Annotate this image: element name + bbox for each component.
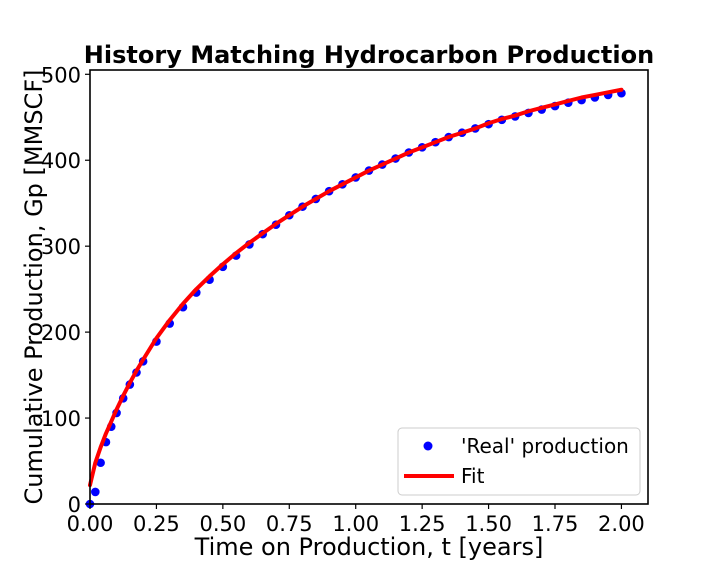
y-axis-label: Cumulative Production, Gp [MMSCF] bbox=[20, 70, 48, 505]
y-tick-label: 400 bbox=[41, 149, 81, 173]
x-axis: 0.00 0.25 0.50 0.75 1.00 1.25 1.50 1.75 2.00 bbox=[67, 504, 645, 536]
x-tick-label: 1.75 bbox=[532, 512, 579, 536]
legend-label-real-production: 'Real' production bbox=[461, 434, 629, 458]
y-tick-label: 500 bbox=[41, 63, 81, 87]
x-tick-label: 1.00 bbox=[332, 512, 379, 536]
y-tick-label: 200 bbox=[41, 321, 81, 345]
legend-marker-real-production bbox=[423, 441, 433, 451]
legend: 'Real' production Fit bbox=[397, 427, 641, 496]
x-tick-label: 0.25 bbox=[133, 512, 180, 536]
data-point bbox=[91, 487, 100, 497]
x-tick-label: 0.50 bbox=[199, 512, 246, 536]
y-axis: 0 100 200 300 400 500 bbox=[41, 63, 90, 517]
chart-title: History Matching Hydrocarbon Production bbox=[84, 41, 654, 69]
y-tick-label: 0 bbox=[68, 493, 81, 517]
x-tick-label: 0.75 bbox=[266, 512, 313, 536]
x-tick-label: 2.00 bbox=[598, 512, 645, 536]
legend-label-fit: Fit bbox=[461, 464, 485, 488]
data-point bbox=[96, 458, 105, 468]
plot-frame bbox=[89, 69, 649, 505]
legend-box bbox=[397, 427, 641, 496]
plot-area bbox=[85, 87, 626, 509]
y-tick-label: 300 bbox=[41, 235, 81, 259]
x-axis-label: Time on Production, t [years] bbox=[194, 533, 544, 561]
x-tick-label: 0.00 bbox=[67, 512, 114, 536]
fit-line bbox=[88, 87, 624, 488]
x-tick-label: 1.25 bbox=[399, 512, 446, 536]
x-tick-label: 1.50 bbox=[465, 512, 512, 536]
y-tick-label: 100 bbox=[41, 407, 81, 431]
